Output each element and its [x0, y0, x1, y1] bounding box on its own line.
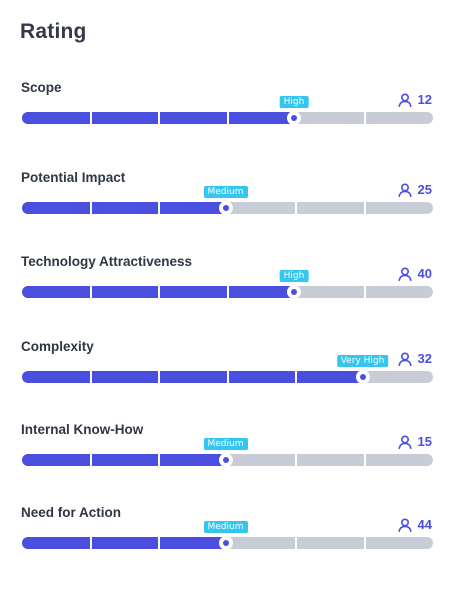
voter-count-value: 40: [417, 266, 432, 281]
voter-count[interactable]: 40: [397, 266, 432, 281]
segment-divider: [158, 371, 160, 383]
rating-slider[interactable]: [22, 453, 433, 467]
segment-divider: [158, 286, 160, 298]
segment-divider: [158, 112, 160, 124]
segment-divider: [295, 537, 297, 549]
rating-row-scope: Scope 12 High: [0, 80, 462, 136]
slider-fill: [22, 537, 226, 549]
rating-label: Technology Attractiveness: [21, 254, 193, 269]
rating-slider[interactable]: [22, 285, 433, 299]
segment-divider: [89, 286, 92, 298]
level-badge: Very High: [336, 355, 389, 367]
segment-divider: [89, 112, 92, 124]
rating-row-potential-impact: Potential Impact 25 Medium: [0, 170, 462, 226]
rating-label: Scope: [21, 80, 62, 95]
level-badge: High: [279, 96, 309, 108]
segment-divider: [158, 202, 160, 214]
slider-handle[interactable]: [218, 453, 233, 467]
slider-handle[interactable]: [218, 536, 233, 550]
voter-count[interactable]: 12: [397, 92, 432, 107]
rating-row-complexity: Complexity 32 Very High: [0, 339, 462, 395]
rating-row-internal-know-how: Internal Know-How 15 Medium: [0, 422, 462, 478]
rating-slider[interactable]: [22, 370, 433, 384]
user-icon: [397, 517, 412, 532]
slider-fill: [22, 454, 226, 466]
segment-divider: [295, 202, 297, 214]
page-title: Rating: [20, 20, 87, 43]
level-badge: Medium: [203, 438, 248, 450]
user-icon: [397, 182, 412, 197]
rating-label: Need for Action: [21, 505, 122, 520]
segment-divider: [158, 454, 160, 466]
voter-count[interactable]: 25: [397, 182, 432, 197]
rating-label: Potential Impact: [21, 170, 126, 185]
segment-divider: [363, 286, 366, 298]
rating-row-technology-attractiveness: Technology Attractiveness 40 High: [0, 254, 462, 310]
voter-count[interactable]: 44: [397, 517, 432, 532]
rating-slider[interactable]: [22, 111, 433, 125]
segment-divider: [226, 112, 229, 124]
segment-divider: [363, 454, 366, 466]
segment-divider: [295, 371, 297, 383]
segment-divider: [295, 454, 297, 466]
rating-label: Internal Know-How: [21, 422, 144, 437]
rating-slider[interactable]: [22, 536, 433, 550]
voter-count-value: 32: [417, 351, 432, 366]
segment-divider: [89, 454, 92, 466]
rating-row-need-for-action: Need for Action 44 Medium: [0, 505, 462, 561]
slider-handle[interactable]: [355, 370, 370, 384]
user-icon: [397, 351, 412, 366]
segment-divider: [363, 202, 366, 214]
rating-slider[interactable]: [22, 201, 433, 215]
voter-count-value: 44: [417, 517, 432, 532]
segment-divider: [363, 112, 366, 124]
segment-divider: [89, 202, 92, 214]
segment-divider: [158, 537, 160, 549]
user-icon: [397, 266, 412, 281]
slider-handle[interactable]: [287, 111, 301, 125]
voter-count-value: 25: [417, 182, 432, 197]
slider-handle[interactable]: [218, 201, 233, 215]
voter-count[interactable]: 15: [397, 434, 432, 449]
rating-label: Complexity: [21, 339, 94, 354]
voter-count[interactable]: 32: [397, 351, 432, 366]
voter-count-value: 15: [417, 434, 432, 449]
segment-divider: [89, 537, 92, 549]
segment-divider: [89, 371, 92, 383]
user-icon: [397, 434, 412, 449]
slider-fill: [22, 371, 363, 383]
segment-divider: [363, 537, 366, 549]
voter-count-value: 12: [417, 92, 432, 107]
level-badge: Medium: [203, 186, 248, 198]
level-badge: High: [279, 270, 309, 282]
segment-divider: [226, 286, 229, 298]
slider-fill: [22, 202, 226, 214]
user-icon: [397, 92, 412, 107]
segment-divider: [226, 371, 229, 383]
slider-handle[interactable]: [287, 285, 301, 299]
level-badge: Medium: [203, 521, 248, 533]
